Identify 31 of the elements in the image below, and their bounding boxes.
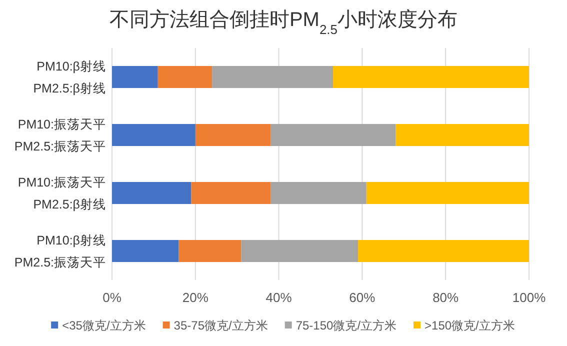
y-tick-label: PM10:β射线 PM2.5:振荡天平 xyxy=(14,234,106,270)
chart-title: 不同方法组合倒挂时PM$_{2.5}$小时浓度分布 xyxy=(109,8,458,36)
bar xyxy=(195,124,270,146)
x-tick-label: 80% xyxy=(432,290,460,305)
x-tick-label: 100% xyxy=(512,290,546,305)
bar xyxy=(112,66,158,88)
bar xyxy=(112,240,179,262)
y-tick-label: PM10:振荡天平 PM2.5:β射线 xyxy=(18,176,106,212)
legend-label: 35-75微克/立方米 xyxy=(174,318,268,332)
bar xyxy=(333,66,529,88)
y-tick-label: PM10:振荡天平 PM2.5:振荡天平 xyxy=(14,118,106,154)
x-tick-label: 60% xyxy=(349,290,376,305)
x-tick-label: 40% xyxy=(266,290,292,305)
bar xyxy=(270,182,366,204)
bar xyxy=(270,124,396,146)
bar xyxy=(241,240,358,262)
bar xyxy=(358,240,529,262)
bar xyxy=(112,182,192,204)
bar xyxy=(191,182,270,204)
x-tick-label: 20% xyxy=(182,290,209,305)
legend-label: <35微克/立方米 xyxy=(62,318,146,332)
bar xyxy=(212,66,334,88)
bar xyxy=(112,124,196,146)
x-tick-label: 0% xyxy=(102,290,122,305)
bar xyxy=(396,124,529,146)
legend-label: 75-150微克/立方米 xyxy=(296,318,397,332)
bar xyxy=(366,182,529,204)
y-tick-label: PM10:β射线 PM2.5:β射线 xyxy=(33,60,106,96)
bar xyxy=(178,240,242,262)
legend-label: >150微克/立方米 xyxy=(424,318,515,332)
bar xyxy=(158,66,212,88)
